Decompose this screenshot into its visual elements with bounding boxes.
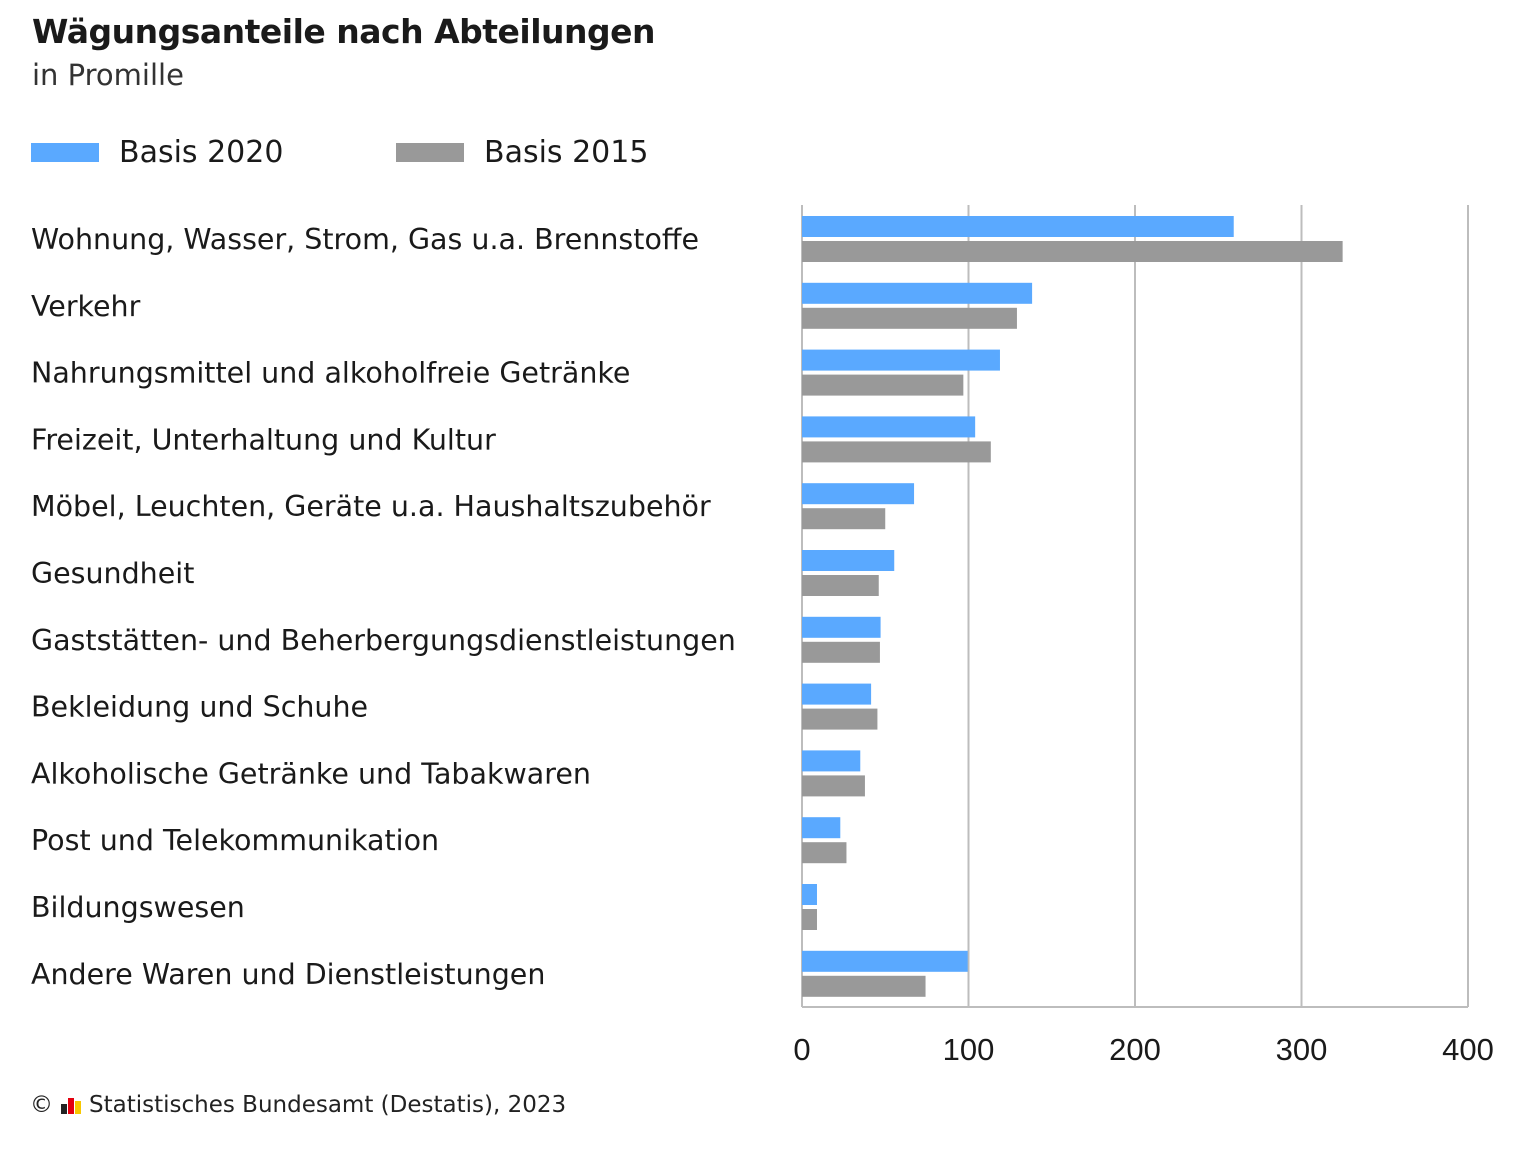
bar-basis-2020 (802, 683, 872, 705)
copyright-symbol: © (30, 1092, 53, 1118)
legend-swatch-basis-2015 (396, 142, 464, 162)
category-label: Möbel, Leuchten, Geräte u.a. Haushaltszu… (31, 490, 711, 523)
chart-title: Wägungsanteile nach Abteilungen (32, 12, 656, 51)
chart-subtitle: in Promille (32, 58, 184, 92)
category-label: Wohnung, Wasser, Strom, Gas u.a. Brennst… (31, 223, 699, 256)
bar-basis-2020 (802, 483, 915, 505)
bar-basis-2020 (802, 349, 1000, 371)
legend-label-basis-2020: Basis 2020 (119, 134, 284, 170)
category-label: Gaststätten- und Beherbergungsdienstleis… (31, 624, 736, 657)
bar-basis-2015 (802, 641, 880, 663)
category-label: Post und Telekommunikation (31, 824, 439, 857)
x-tick-label: 0 (793, 1032, 810, 1067)
bar-basis-2020 (802, 550, 895, 571)
x-tick-label: 400 (1442, 1032, 1494, 1067)
bar-basis-2015 (802, 775, 865, 797)
category-label: Gesundheit (31, 557, 194, 590)
category-label: Verkehr (31, 290, 141, 323)
x-axis-ticks: 0 100 200 300 400 (793, 1032, 1493, 1067)
legend-item-basis-2015: Basis 2015 (396, 132, 648, 172)
bar-basis-2015 (802, 241, 1343, 262)
category-labels: Wohnung, Wasser, Strom, Gas u.a. Brennst… (31, 223, 736, 991)
bar-basis-2015 (802, 307, 1017, 329)
bar-basis-2020 (802, 884, 817, 905)
bar-basis-2015 (802, 374, 964, 396)
bar-basis-2020 (802, 950, 968, 972)
legend-label-basis-2015: Basis 2015 (484, 134, 649, 170)
x-tick-label: 100 (943, 1032, 995, 1067)
bar-basis-2015 (802, 575, 879, 596)
bar-basis-2020 (802, 216, 1234, 237)
source-text: Statistisches Bundesamt (Destatis), 2023 (89, 1092, 567, 1118)
bar-basis-2015 (802, 975, 926, 997)
bar-basis-2015 (802, 441, 991, 463)
x-tick-label: 300 (1276, 1032, 1328, 1067)
bar-basis-2015 (802, 708, 878, 730)
bars (802, 216, 1343, 997)
x-tick-label: 200 (1109, 1032, 1161, 1067)
category-label: Nahrungsmittel und alkoholfreie Getränke (31, 357, 630, 390)
bar-basis-2020 (802, 616, 881, 638)
category-label: Bildungswesen (31, 891, 245, 924)
category-label: Andere Waren und Dienstleistungen (31, 958, 545, 991)
bar-basis-2015 (802, 842, 847, 864)
bar-basis-2015 (802, 508, 886, 530)
grid-lines (801, 205, 1469, 1008)
bar-basis-2020 (802, 750, 861, 772)
source-credit: © Statistisches Bundesamt (Destatis), 20… (30, 1092, 566, 1118)
legend-swatch-basis-2020 (31, 142, 99, 162)
category-label: Alkoholische Getränke und Tabakwaren (31, 757, 591, 790)
bar-basis-2020 (802, 817, 841, 839)
destatis-logo-icon (61, 1096, 81, 1114)
bar-basis-2015 (802, 909, 817, 930)
bar-basis-2020 (802, 282, 1033, 304)
bar-basis-2020 (802, 416, 976, 438)
category-label: Bekleidung und Schuhe (31, 691, 368, 724)
legend-item-basis-2020: Basis 2020 (31, 132, 283, 172)
category-label: Freizeit, Unterhaltung und Kultur (31, 423, 496, 456)
